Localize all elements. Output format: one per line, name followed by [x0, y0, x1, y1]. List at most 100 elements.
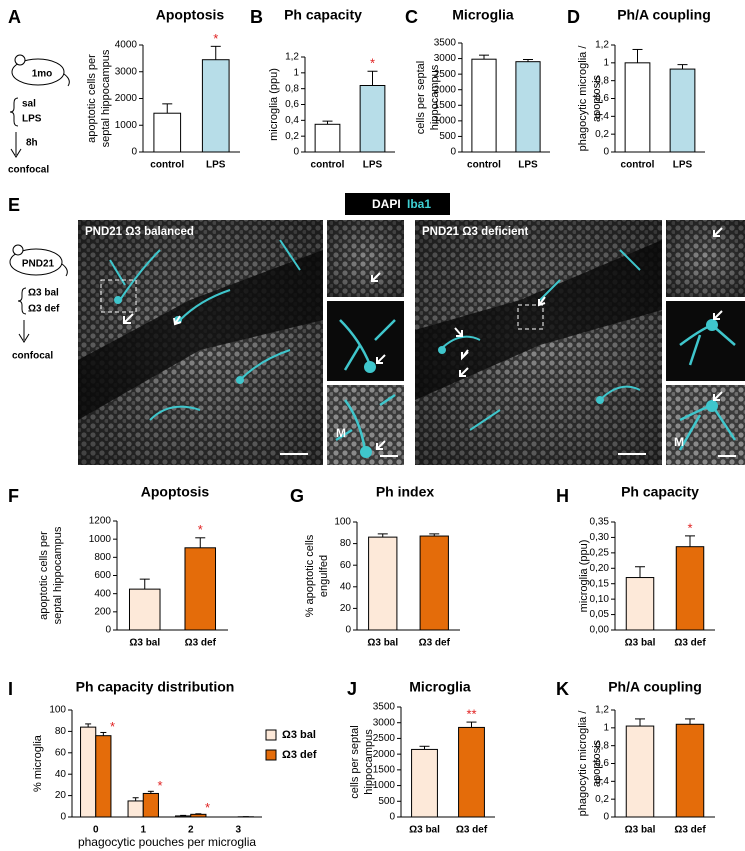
y-tick-label: 500	[439, 131, 456, 142]
time-label: 8h	[26, 138, 38, 149]
legend-label: Ω3 def	[282, 749, 317, 761]
x-tick-label: control	[621, 160, 655, 171]
inset-label: M	[336, 426, 346, 440]
y-tick-label: 40	[55, 769, 67, 780]
chart-panel: D Ph/A coupling phagocytic microglia / apop…	[567, 7, 711, 171]
bar	[411, 748, 438, 818]
y-tick-label: 1000	[115, 120, 138, 131]
chart-panel: A Apoptosis apoptotic cells per septal hipp…	[8, 7, 240, 171]
y-axis-label: % apoptotic cells	[304, 534, 316, 617]
brace	[17, 287, 27, 315]
y-axis-label: septal hippocampus	[52, 526, 64, 624]
x-tick-label: 1	[140, 825, 146, 836]
y-tick-label: 0,4	[595, 776, 609, 787]
y-tick-label: 1000	[434, 115, 457, 126]
x-tick-label: Ω3 bal	[625, 825, 656, 836]
chart-panel: J Microglia cells per septal hippocampus 0 50…	[347, 679, 495, 836]
y-tick-label: 0,4	[285, 115, 299, 126]
significance-marker: **	[466, 707, 476, 722]
bar	[142, 792, 159, 818]
y-axis-label: septal hippocampus	[100, 49, 112, 147]
bar	[153, 112, 182, 153]
x-tick-label: Ω3 def	[185, 638, 217, 649]
x-tick-label: 0	[93, 825, 99, 836]
y-axis-label: microglia (ppu)	[268, 68, 280, 141]
bar	[675, 723, 705, 818]
y-axis-label: cells per septal	[349, 725, 361, 798]
bar	[458, 726, 485, 818]
y-tick-label: 80	[55, 726, 67, 737]
diet-label: Ω3 bal	[28, 288, 59, 299]
y-tick-label: 1	[293, 67, 299, 78]
chart-title: Ph/A coupling	[608, 679, 702, 695]
y-tick-label: 600	[94, 570, 111, 581]
chart-panel: I Ph capacity distribution% microglia0204…	[8, 679, 317, 849]
y-tick-label: 80	[340, 538, 352, 549]
chart-panel: H Ph capacity microglia (ppu) 0,00 0,05 0,10 0…	[556, 484, 715, 649]
y-tick-label: 1	[603, 722, 609, 733]
y-tick-label: 4000	[115, 40, 138, 51]
y-tick-label: 800	[94, 552, 111, 563]
x-tick-label: Ω3 def	[674, 638, 706, 649]
y-tick-label: 0	[345, 625, 351, 636]
mouse-tail	[61, 263, 68, 277]
arrow-head	[10, 148, 22, 158]
y-tick-label: 2000	[373, 749, 396, 760]
y-axis-label: hippocampus	[363, 729, 375, 795]
chart-title: Microglia	[409, 679, 471, 695]
y-tick-label: 0,6	[595, 758, 609, 769]
y-tick-label: 3500	[373, 702, 396, 713]
y-tick-label: 3500	[434, 38, 457, 49]
panel-letter: D	[567, 7, 580, 27]
chart-title: Ph capacity distribution	[76, 679, 235, 695]
x-tick-label: 3	[235, 825, 241, 836]
bar	[95, 735, 112, 818]
y-tick-label: 0,8	[285, 83, 299, 94]
y-axis-label: microglia (ppu)	[578, 540, 590, 613]
bar	[471, 58, 497, 153]
legend-swatch	[265, 729, 277, 741]
mouse-icon	[11, 58, 65, 86]
y-tick-label: 1,2	[595, 705, 609, 716]
bar	[624, 62, 651, 153]
x-tick-label: control	[311, 160, 345, 171]
y-tick-label: 1000	[373, 780, 396, 791]
y-tick-label: 0,6	[285, 99, 299, 110]
y-tick-label: 1,2	[595, 40, 609, 51]
y-tick-label: 3000	[434, 53, 457, 64]
panel-e: E DAPI Iba1 PND21 Ω3 bal Ω3 def confocal…	[8, 193, 745, 465]
chart-title: Ph index	[376, 484, 435, 500]
panel-letter: F	[8, 486, 19, 506]
y-tick-label: 2500	[434, 69, 457, 80]
y-tick-label: 40	[340, 581, 352, 592]
significance-marker: *	[157, 778, 162, 793]
x-tick-label: Ω3 def	[419, 638, 451, 649]
y-tick-label: 0,35	[590, 517, 610, 528]
panel-letter: E	[8, 195, 20, 215]
y-tick-label: 0	[293, 147, 299, 158]
y-tick-label: 0,30	[590, 532, 610, 543]
y-tick-label: 0,25	[590, 547, 610, 558]
bar	[80, 726, 97, 818]
bar	[127, 800, 144, 818]
bar	[625, 725, 655, 818]
y-tick-label: 0,4	[595, 111, 609, 122]
y-tick-label: 1500	[373, 764, 396, 775]
method-label: confocal	[8, 165, 49, 176]
chart-panel: C Microglia cells per septal hippocampus 0 50…	[405, 7, 550, 171]
y-tick-label: 0,05	[590, 609, 610, 620]
significance-marker: *	[205, 800, 210, 815]
bar	[128, 588, 161, 631]
inset-images	[327, 220, 404, 465]
inset-label: M	[674, 435, 684, 449]
y-tick-label: 1200	[89, 516, 112, 527]
chart-title: Ph/A coupling	[617, 7, 711, 23]
panel-letter: A	[8, 7, 21, 27]
bar	[368, 536, 398, 631]
mouse-icon	[9, 248, 63, 276]
y-axis-label: apoptosis	[591, 74, 603, 122]
y-tick-label: 20	[55, 790, 67, 801]
significance-marker: *	[687, 520, 692, 535]
y-tick-label: 2500	[373, 733, 396, 744]
x-tick-label: Ω3 bal	[129, 638, 160, 649]
